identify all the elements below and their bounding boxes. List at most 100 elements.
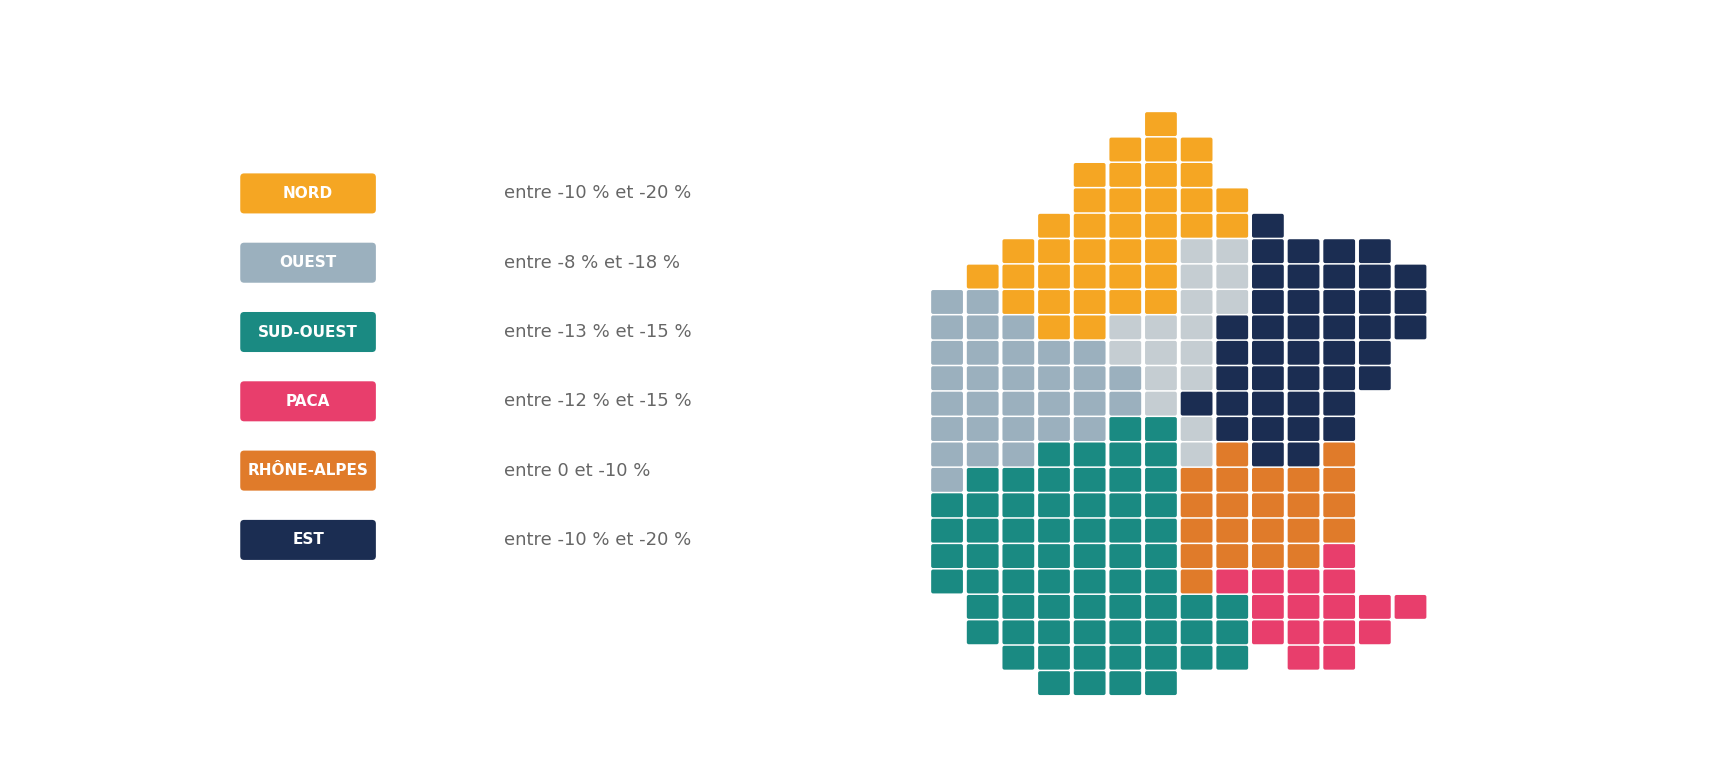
- FancyBboxPatch shape: [1180, 417, 1212, 441]
- FancyBboxPatch shape: [1288, 442, 1319, 466]
- FancyBboxPatch shape: [240, 173, 377, 213]
- FancyBboxPatch shape: [1323, 442, 1356, 466]
- FancyBboxPatch shape: [1252, 569, 1285, 593]
- FancyBboxPatch shape: [1323, 315, 1356, 339]
- FancyBboxPatch shape: [1359, 315, 1391, 339]
- FancyBboxPatch shape: [1002, 544, 1035, 568]
- FancyBboxPatch shape: [1288, 620, 1319, 644]
- FancyBboxPatch shape: [240, 381, 377, 421]
- FancyBboxPatch shape: [1109, 137, 1141, 162]
- Text: entre 0 et -10 %: entre 0 et -10 %: [503, 462, 649, 480]
- FancyBboxPatch shape: [1075, 646, 1106, 670]
- FancyBboxPatch shape: [1109, 265, 1141, 289]
- FancyBboxPatch shape: [1109, 163, 1141, 187]
- FancyBboxPatch shape: [1109, 519, 1141, 543]
- FancyBboxPatch shape: [1075, 315, 1106, 339]
- FancyBboxPatch shape: [1075, 341, 1106, 365]
- FancyBboxPatch shape: [1002, 239, 1035, 263]
- FancyBboxPatch shape: [1252, 341, 1285, 365]
- FancyBboxPatch shape: [1038, 290, 1069, 314]
- FancyBboxPatch shape: [1323, 646, 1356, 670]
- FancyBboxPatch shape: [1146, 392, 1177, 416]
- FancyBboxPatch shape: [1146, 595, 1177, 619]
- FancyBboxPatch shape: [1359, 341, 1391, 365]
- FancyBboxPatch shape: [1288, 569, 1319, 593]
- FancyBboxPatch shape: [1038, 315, 1069, 339]
- FancyBboxPatch shape: [1217, 265, 1248, 289]
- FancyBboxPatch shape: [1323, 519, 1356, 543]
- FancyBboxPatch shape: [1146, 112, 1177, 136]
- FancyBboxPatch shape: [1217, 493, 1248, 517]
- FancyBboxPatch shape: [1288, 341, 1319, 365]
- FancyBboxPatch shape: [1146, 315, 1177, 339]
- FancyBboxPatch shape: [1038, 620, 1069, 644]
- FancyBboxPatch shape: [1146, 214, 1177, 238]
- FancyBboxPatch shape: [1180, 163, 1212, 187]
- FancyBboxPatch shape: [1217, 417, 1248, 441]
- FancyBboxPatch shape: [1359, 366, 1391, 390]
- FancyBboxPatch shape: [930, 417, 963, 441]
- FancyBboxPatch shape: [1109, 239, 1141, 263]
- FancyBboxPatch shape: [1288, 493, 1319, 517]
- FancyBboxPatch shape: [1109, 341, 1141, 365]
- FancyBboxPatch shape: [1038, 366, 1069, 390]
- FancyBboxPatch shape: [1002, 620, 1035, 644]
- FancyBboxPatch shape: [1252, 239, 1285, 263]
- FancyBboxPatch shape: [1075, 214, 1106, 238]
- FancyBboxPatch shape: [1146, 620, 1177, 644]
- FancyBboxPatch shape: [967, 265, 998, 289]
- FancyBboxPatch shape: [930, 569, 963, 593]
- FancyBboxPatch shape: [1288, 366, 1319, 390]
- FancyBboxPatch shape: [1038, 544, 1069, 568]
- FancyBboxPatch shape: [1252, 214, 1285, 238]
- Text: RHÔNE-ALPES: RHÔNE-ALPES: [248, 463, 368, 478]
- FancyBboxPatch shape: [1146, 646, 1177, 670]
- FancyBboxPatch shape: [967, 544, 998, 568]
- FancyBboxPatch shape: [1002, 442, 1035, 466]
- FancyBboxPatch shape: [1002, 392, 1035, 416]
- FancyBboxPatch shape: [1180, 595, 1212, 619]
- FancyBboxPatch shape: [1109, 493, 1141, 517]
- FancyBboxPatch shape: [1075, 493, 1106, 517]
- FancyBboxPatch shape: [1146, 417, 1177, 441]
- FancyBboxPatch shape: [1252, 468, 1285, 492]
- FancyBboxPatch shape: [1180, 519, 1212, 543]
- FancyBboxPatch shape: [1252, 493, 1285, 517]
- FancyBboxPatch shape: [1038, 442, 1069, 466]
- FancyBboxPatch shape: [1323, 417, 1356, 441]
- FancyBboxPatch shape: [1109, 188, 1141, 212]
- FancyBboxPatch shape: [1075, 392, 1106, 416]
- FancyBboxPatch shape: [1075, 595, 1106, 619]
- FancyBboxPatch shape: [1252, 620, 1285, 644]
- Text: entre -13 % et -15 %: entre -13 % et -15 %: [503, 323, 691, 341]
- FancyBboxPatch shape: [1180, 442, 1212, 466]
- FancyBboxPatch shape: [1323, 265, 1356, 289]
- FancyBboxPatch shape: [1146, 239, 1177, 263]
- FancyBboxPatch shape: [1109, 290, 1141, 314]
- FancyBboxPatch shape: [1180, 315, 1212, 339]
- FancyBboxPatch shape: [1038, 468, 1069, 492]
- FancyBboxPatch shape: [1288, 646, 1319, 670]
- FancyBboxPatch shape: [240, 520, 377, 560]
- FancyBboxPatch shape: [240, 243, 377, 283]
- FancyBboxPatch shape: [1146, 366, 1177, 390]
- FancyBboxPatch shape: [1217, 442, 1248, 466]
- FancyBboxPatch shape: [1038, 493, 1069, 517]
- FancyBboxPatch shape: [1109, 442, 1141, 466]
- FancyBboxPatch shape: [1323, 468, 1356, 492]
- Text: SUD-OUEST: SUD-OUEST: [259, 325, 358, 339]
- FancyBboxPatch shape: [1180, 468, 1212, 492]
- FancyBboxPatch shape: [967, 366, 998, 390]
- FancyBboxPatch shape: [1217, 214, 1248, 238]
- FancyBboxPatch shape: [1394, 265, 1427, 289]
- FancyBboxPatch shape: [930, 290, 963, 314]
- FancyBboxPatch shape: [1252, 544, 1285, 568]
- FancyBboxPatch shape: [930, 366, 963, 390]
- FancyBboxPatch shape: [1002, 519, 1035, 543]
- FancyBboxPatch shape: [967, 493, 998, 517]
- FancyBboxPatch shape: [1075, 366, 1106, 390]
- FancyBboxPatch shape: [930, 493, 963, 517]
- FancyBboxPatch shape: [1075, 188, 1106, 212]
- FancyBboxPatch shape: [1038, 646, 1069, 670]
- FancyBboxPatch shape: [1109, 646, 1141, 670]
